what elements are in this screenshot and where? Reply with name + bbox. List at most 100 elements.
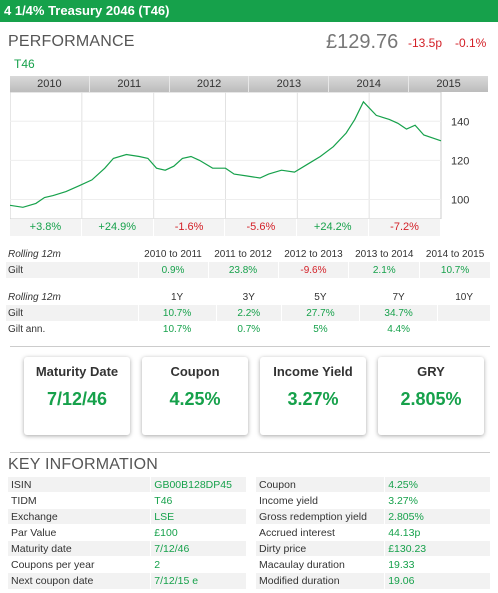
chart-y-tick-label: 140 bbox=[451, 116, 469, 128]
key-info-value: £130.23 bbox=[384, 540, 490, 557]
rolling-value: 10.7% bbox=[419, 262, 490, 278]
key-info-label: Next coupon date bbox=[8, 572, 151, 589]
key-info-value: £100 bbox=[150, 524, 246, 541]
current-price: £129.76 bbox=[326, 31, 399, 53]
chart-annual-return: -1.6% bbox=[153, 219, 226, 236]
price-chart: 2010 2011 2012 2013 2014 2015 140 120 100 +3.8%… bbox=[10, 76, 488, 236]
period-value bbox=[437, 305, 490, 321]
period-value: 0.7% bbox=[215, 321, 282, 337]
key-info-row: Accrued interest 44.13p bbox=[256, 524, 490, 541]
key-info-row: Income yield 3.27% bbox=[256, 492, 490, 509]
chart-year-tick: 2010 bbox=[10, 76, 90, 92]
performance-heading: PERFORMANCE bbox=[8, 33, 135, 50]
key-info-row: Gross redemption yield 2.805% bbox=[256, 508, 490, 525]
card-label: Income Yield bbox=[273, 364, 353, 379]
key-info-label: Macaulay duration bbox=[256, 556, 385, 573]
period-header: 10Y bbox=[437, 289, 490, 305]
key-info-row: Coupon 4.25% bbox=[256, 476, 490, 493]
section-divider bbox=[10, 346, 490, 347]
period-row-label: Gilt ann. bbox=[6, 321, 138, 337]
key-info-label: Par Value bbox=[8, 524, 151, 541]
key-info-label: Income yield bbox=[256, 492, 385, 509]
chart-annual-return: +24.2% bbox=[297, 219, 370, 236]
key-info-row: Next coupon date 7/12/15 e bbox=[8, 572, 246, 589]
rolling-label: Rolling 12m bbox=[6, 289, 138, 305]
rolling-header: 2013 to 2014 bbox=[348, 246, 420, 262]
rolling-header: 2010 to 2011 bbox=[137, 246, 209, 262]
chart-y-tick-label: 120 bbox=[451, 155, 469, 167]
key-info-label: TIDM bbox=[8, 492, 151, 509]
card-value: 7/12/46 bbox=[46, 389, 108, 409]
key-info-row: Macaulay duration 19.33 bbox=[256, 556, 490, 573]
key-info-label: Coupons per year bbox=[8, 556, 151, 573]
card-label: Coupon bbox=[170, 364, 220, 379]
period-value: 10.7% bbox=[137, 305, 217, 321]
card-value: 4.25% bbox=[169, 389, 221, 409]
key-stats-cards: Maturity Date 7/12/46 Coupon 4.25% Incom… bbox=[10, 347, 490, 447]
key-info-value: 7/12/46 bbox=[150, 540, 246, 557]
chart-year-tick: 2015 bbox=[409, 76, 488, 92]
chart-year-tick: 2012 bbox=[169, 76, 250, 92]
period-value: 34.7% bbox=[359, 305, 438, 321]
period-value: 4.4% bbox=[359, 321, 438, 337]
key-info-row: Modified duration 19.06 bbox=[256, 572, 490, 589]
period-value: 2.2% bbox=[215, 305, 282, 321]
key-info-right-table: Coupon 4.25% Income yield 3.27% Gross redemp… bbox=[256, 476, 490, 589]
key-info-label: Dirty price bbox=[256, 540, 385, 557]
chart-annual-returns: +3.8% +24.9% -1.6% -5.6% +24.2% -7.2% bbox=[10, 219, 441, 236]
period-value: 27.7% bbox=[280, 305, 360, 321]
key-info-value: GB00B128DP45 bbox=[150, 476, 246, 493]
key-info-label: Coupon bbox=[256, 476, 385, 493]
card-value: 3.27% bbox=[287, 389, 339, 409]
key-info-row: ISIN GB00B128DP45 bbox=[8, 476, 246, 493]
period-header: 5Y bbox=[280, 289, 360, 305]
key-info-label: Maturity date bbox=[8, 540, 151, 557]
key-info-label: Modified duration bbox=[256, 572, 385, 589]
chart-annual-return: +24.9% bbox=[81, 219, 154, 236]
key-info-value: LSE bbox=[150, 508, 246, 525]
key-info-value: T46 bbox=[150, 492, 246, 509]
key-info-left-table: ISIN GB00B128DP45 TIDM T46 Exchange LSE Par Va… bbox=[8, 476, 246, 589]
maturity-date-card: Maturity Date 7/12/46 bbox=[24, 357, 130, 435]
period-header: 7Y bbox=[359, 289, 438, 305]
coupon-card: Coupon 4.25% bbox=[142, 357, 248, 435]
rolling-12m-table: Rolling 12m 2010 to 2011 2011 to 2012 20… bbox=[6, 246, 490, 278]
key-info-row: Coupons per year 2 bbox=[8, 556, 246, 573]
rolling-value: -9.6% bbox=[277, 262, 349, 278]
chart-annual-return: -7.2% bbox=[369, 219, 441, 236]
key-info-label: Exchange bbox=[8, 508, 151, 525]
key-info-value: 19.06 bbox=[384, 572, 490, 589]
section-divider bbox=[10, 452, 490, 453]
card-label: Maturity Date bbox=[35, 364, 119, 379]
price-change-pct: -0.1% bbox=[455, 36, 487, 50]
chart-annual-return: +3.8% bbox=[10, 219, 82, 236]
gry-card: GRY 2.805% bbox=[378, 357, 484, 435]
key-info-value: 4.25% bbox=[384, 476, 490, 493]
chart-year-tick: 2011 bbox=[89, 76, 170, 92]
key-information-heading: KEY INFORMATION bbox=[8, 456, 158, 473]
rolling-value: 23.8% bbox=[207, 262, 279, 278]
key-info-row: Exchange LSE bbox=[8, 508, 246, 525]
period-value: 5% bbox=[280, 321, 360, 337]
rolling-value: 0.9% bbox=[137, 262, 209, 278]
period-header: 1Y bbox=[137, 289, 217, 305]
chart-plot: 140 120 100 bbox=[10, 92, 469, 219]
key-info-value: 3.27% bbox=[384, 492, 490, 509]
key-info-label: Gross redemption yield bbox=[256, 508, 385, 525]
key-info-row: TIDM T46 bbox=[8, 492, 246, 509]
key-info-value: 19.33 bbox=[384, 556, 490, 573]
key-info-value: 7/12/15 e bbox=[150, 572, 246, 589]
income-yield-card: Income Yield 3.27% bbox=[260, 357, 366, 435]
rolling-value: 2.1% bbox=[348, 262, 420, 278]
key-info-label: ISIN bbox=[8, 476, 151, 493]
rolling-header: 2011 to 2012 bbox=[207, 246, 279, 262]
chart-ticker: T46 bbox=[14, 57, 35, 71]
card-label: GRY bbox=[417, 364, 445, 379]
chart-series-line bbox=[10, 100, 442, 208]
card-value: 2.805% bbox=[400, 389, 462, 409]
key-info-row: Maturity date 7/12/46 bbox=[8, 540, 246, 557]
rolling-header: 2012 to 2013 bbox=[277, 246, 349, 262]
rolling-header: 2014 to 2015 bbox=[419, 246, 490, 262]
rolling-row-label: Gilt bbox=[6, 262, 138, 278]
chart-annual-return: -5.6% bbox=[225, 219, 298, 236]
